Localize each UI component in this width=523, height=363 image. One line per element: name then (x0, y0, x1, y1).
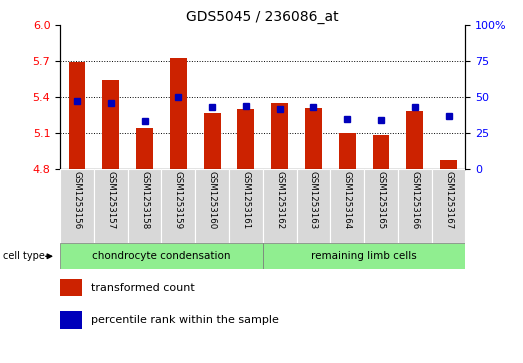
Bar (203, 113, 221, 169)
Bar (297, 169, 331, 243)
Bar (128, 169, 162, 243)
Bar (162, 169, 195, 243)
Text: GSM1253166: GSM1253166 (411, 171, 419, 229)
Bar (271, 103, 288, 169)
Bar (103, 80, 119, 169)
Text: GSM1253158: GSM1253158 (140, 171, 149, 229)
Bar (60, 279, 83, 297)
Text: GSM1253159: GSM1253159 (174, 171, 183, 229)
Text: remaining limb cells: remaining limb cells (311, 251, 417, 261)
Bar (60, 169, 94, 243)
Bar (406, 111, 423, 169)
Text: GSM1253165: GSM1253165 (377, 171, 385, 229)
Text: GSM1253157: GSM1253157 (106, 171, 115, 229)
Bar (94, 169, 128, 243)
Text: percentile rank within the sample: percentile rank within the sample (90, 315, 278, 325)
Bar (170, 58, 187, 169)
Bar (305, 108, 322, 169)
Text: GSM1253156: GSM1253156 (73, 171, 82, 229)
Bar (372, 135, 390, 169)
Text: GSM1253167: GSM1253167 (444, 171, 453, 229)
Bar (339, 133, 356, 169)
Text: GSM1253161: GSM1253161 (242, 171, 251, 229)
Bar (60, 243, 263, 269)
Text: GSM1253163: GSM1253163 (309, 171, 318, 229)
Bar (364, 169, 398, 243)
Text: GSM1253160: GSM1253160 (208, 171, 217, 229)
Bar (431, 169, 465, 243)
Text: GSM1253162: GSM1253162 (275, 171, 284, 229)
Bar (195, 169, 229, 243)
Bar (398, 169, 431, 243)
Bar (229, 169, 263, 243)
Bar (263, 243, 465, 269)
Text: cell type: cell type (3, 251, 44, 261)
Bar (263, 169, 297, 243)
Bar (69, 62, 85, 169)
Text: transformed count: transformed count (90, 283, 194, 293)
Bar (440, 160, 457, 169)
Text: GSM1253164: GSM1253164 (343, 171, 352, 229)
Bar (60, 311, 83, 329)
Bar (136, 128, 153, 169)
Bar (331, 169, 364, 243)
Bar (237, 109, 254, 169)
Text: chondrocyte condensation: chondrocyte condensation (92, 251, 231, 261)
Title: GDS5045 / 236086_at: GDS5045 / 236086_at (187, 11, 339, 24)
